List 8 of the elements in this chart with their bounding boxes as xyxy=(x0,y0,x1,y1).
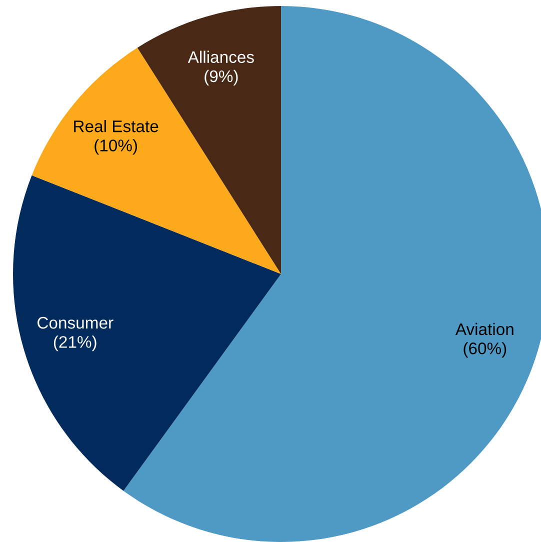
data-label: (21%) xyxy=(54,336,96,352)
slice-label: Consumer xyxy=(38,316,114,329)
data-label: (60%) xyxy=(464,342,506,358)
slice-label: Real Estate xyxy=(74,120,158,132)
data-label: (9%) xyxy=(204,70,238,86)
slice-label: Alliances xyxy=(188,50,254,64)
slice-label: Aviation xyxy=(455,322,514,336)
data-label: (10%) xyxy=(94,139,137,155)
